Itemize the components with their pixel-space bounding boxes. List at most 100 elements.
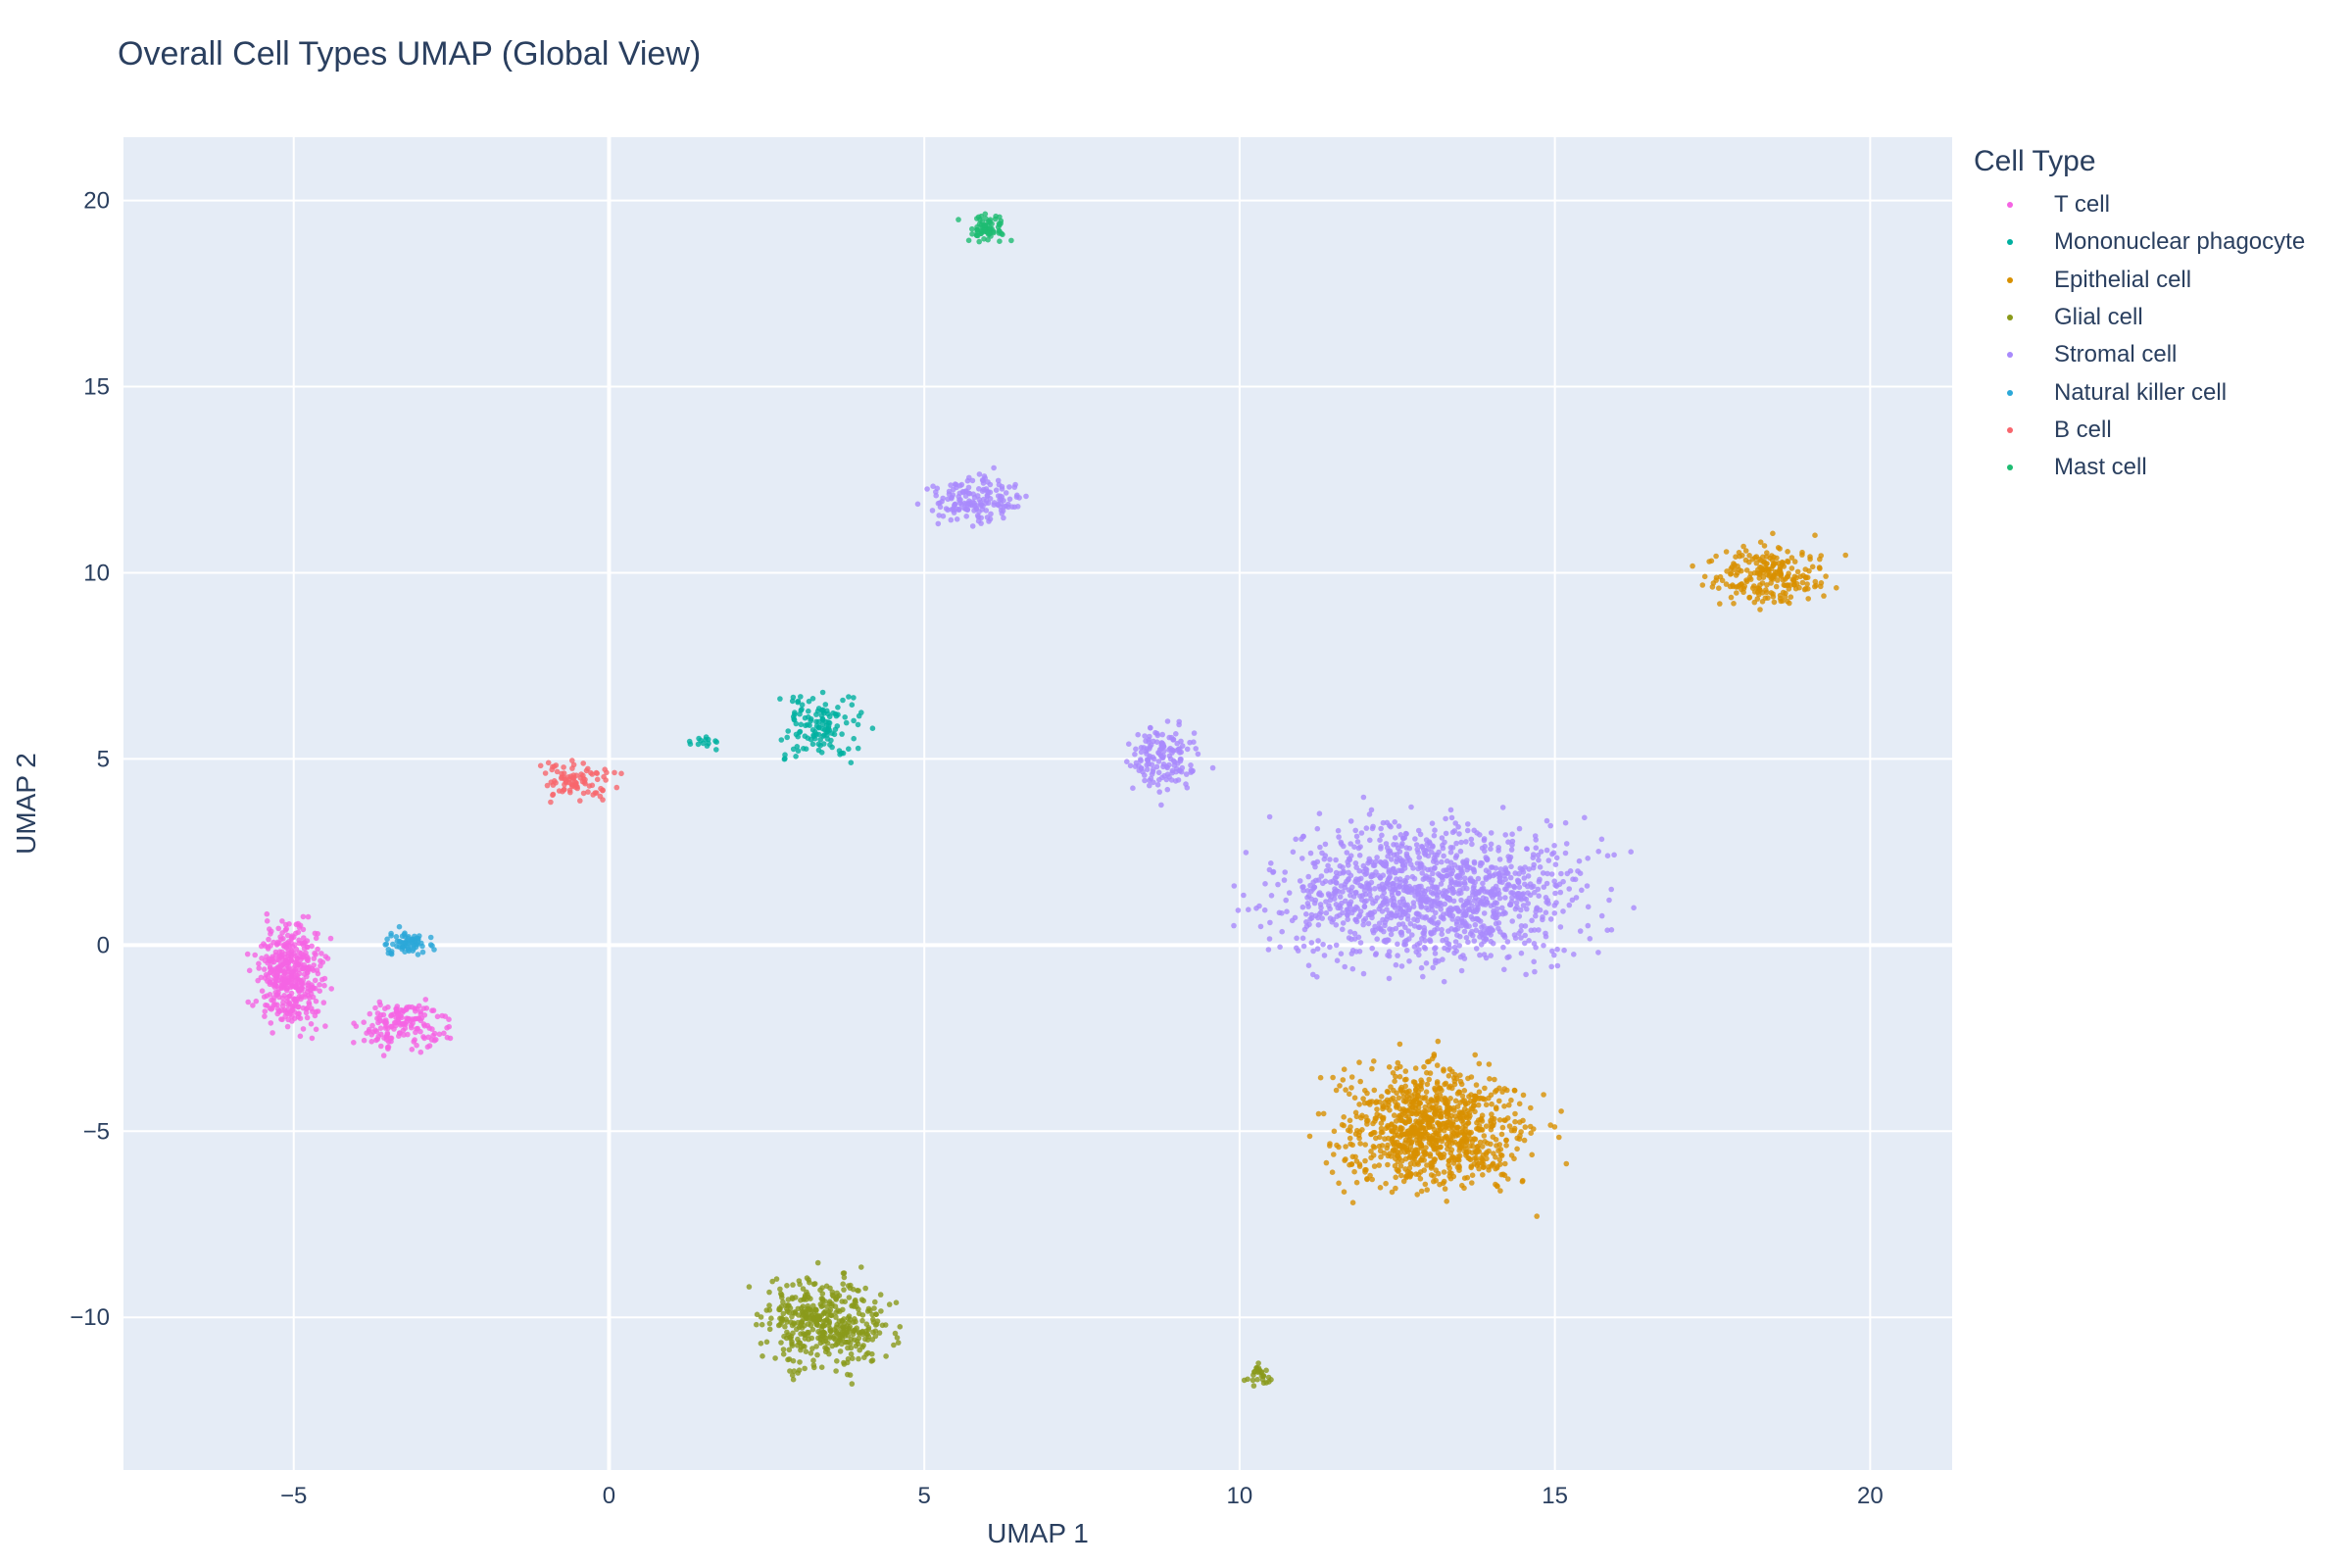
data-point (1611, 852, 1617, 858)
data-point (1348, 1074, 1355, 1080)
data-point (844, 1339, 850, 1346)
data-point (1482, 1085, 1488, 1092)
data-point (1442, 1186, 1448, 1192)
data-point (252, 952, 259, 958)
legend-item[interactable]: Epithelial cell (1974, 262, 2305, 299)
data-point (1556, 1134, 1562, 1141)
data-point (1486, 1061, 1493, 1067)
legend-item[interactable]: Mononuclear phagocyte (1974, 223, 2305, 261)
data-point (1348, 951, 1355, 956)
x-tick-label: 0 (603, 1483, 615, 1509)
data-point (1717, 573, 1724, 580)
data-point (268, 969, 273, 975)
data-point (1357, 940, 1364, 946)
data-point (1488, 932, 1494, 938)
data-point (1369, 945, 1375, 952)
data-point (965, 237, 972, 244)
data-point (1333, 922, 1340, 928)
data-point (1343, 1144, 1348, 1150)
data-point (1348, 1124, 1353, 1130)
data-point (780, 1310, 787, 1317)
data-point (1402, 908, 1409, 914)
data-point (1499, 805, 1506, 810)
data-point (1339, 841, 1345, 847)
data-point (1728, 571, 1734, 577)
data-point (1145, 757, 1152, 763)
data-point (1497, 866, 1504, 872)
data-point (831, 731, 838, 738)
data-point (1410, 865, 1416, 871)
data-point (1241, 892, 1247, 899)
data-point (1371, 1145, 1378, 1151)
data-point (798, 694, 804, 700)
data-point (1352, 827, 1358, 834)
data-point (1368, 910, 1375, 916)
data-point (1490, 1134, 1496, 1140)
data-point (1305, 893, 1312, 899)
data-point (1381, 890, 1387, 896)
data-point (1444, 872, 1450, 879)
legend-item[interactable]: Glial cell (1974, 299, 2305, 336)
data-point (1279, 928, 1285, 935)
data-point (1520, 869, 1527, 875)
data-point (1353, 864, 1359, 870)
data-point (1431, 1173, 1437, 1179)
data-point (1576, 858, 1583, 864)
data-point (1356, 1059, 1362, 1065)
data-point (1554, 946, 1560, 953)
data-point (1441, 853, 1446, 859)
data-point (1378, 1153, 1384, 1160)
data-point (268, 1020, 274, 1026)
data-point (1481, 836, 1488, 842)
data-point (956, 482, 963, 489)
data-point (877, 1292, 884, 1298)
data-point (1318, 909, 1324, 915)
data-point (1430, 844, 1436, 850)
data-point (1342, 963, 1348, 970)
data-point (430, 1007, 437, 1013)
data-point (1254, 1376, 1260, 1383)
data-point (1494, 910, 1499, 916)
data-point (1353, 1179, 1360, 1186)
legend-label: T cell (2054, 191, 2110, 219)
data-point (304, 1004, 311, 1011)
data-point (303, 1009, 310, 1016)
data-point (1438, 881, 1445, 887)
y-tick-label: 5 (97, 746, 110, 772)
data-point (1344, 850, 1350, 856)
legend-item[interactable]: T cell (1974, 186, 2305, 223)
data-point (1325, 862, 1331, 869)
data-point (1488, 864, 1494, 870)
legend-item[interactable]: Natural killer cell (1974, 373, 2305, 411)
data-point (1317, 844, 1323, 851)
data-point (300, 913, 307, 920)
data-point (1535, 886, 1542, 893)
data-point (554, 768, 561, 775)
data-point (305, 965, 312, 971)
data-point (351, 1020, 357, 1026)
data-point (1319, 915, 1325, 921)
data-point (1357, 1078, 1363, 1085)
data-point (1138, 745, 1145, 751)
data-point (1193, 746, 1199, 752)
data-point (1422, 875, 1428, 881)
data-point (1446, 945, 1452, 951)
data-point (1425, 886, 1432, 892)
data-point (1454, 1142, 1461, 1148)
data-point (446, 1023, 453, 1030)
data-point (1383, 1180, 1389, 1187)
data-point (1372, 898, 1379, 905)
legend-item[interactable]: Stromal cell (1974, 336, 2305, 373)
data-point (1127, 762, 1134, 769)
data-point (812, 1319, 818, 1325)
legend-item[interactable]: B cell (1974, 412, 2305, 449)
data-point (855, 1288, 860, 1294)
data-point (826, 1350, 832, 1357)
data-point (1502, 1160, 1508, 1167)
data-point (1340, 1077, 1347, 1083)
data-point (1142, 733, 1148, 739)
legend-item[interactable]: Mast cell (1974, 449, 2305, 486)
data-point (849, 702, 856, 708)
data-point (1492, 1115, 1497, 1122)
data-point (1481, 1133, 1488, 1139)
